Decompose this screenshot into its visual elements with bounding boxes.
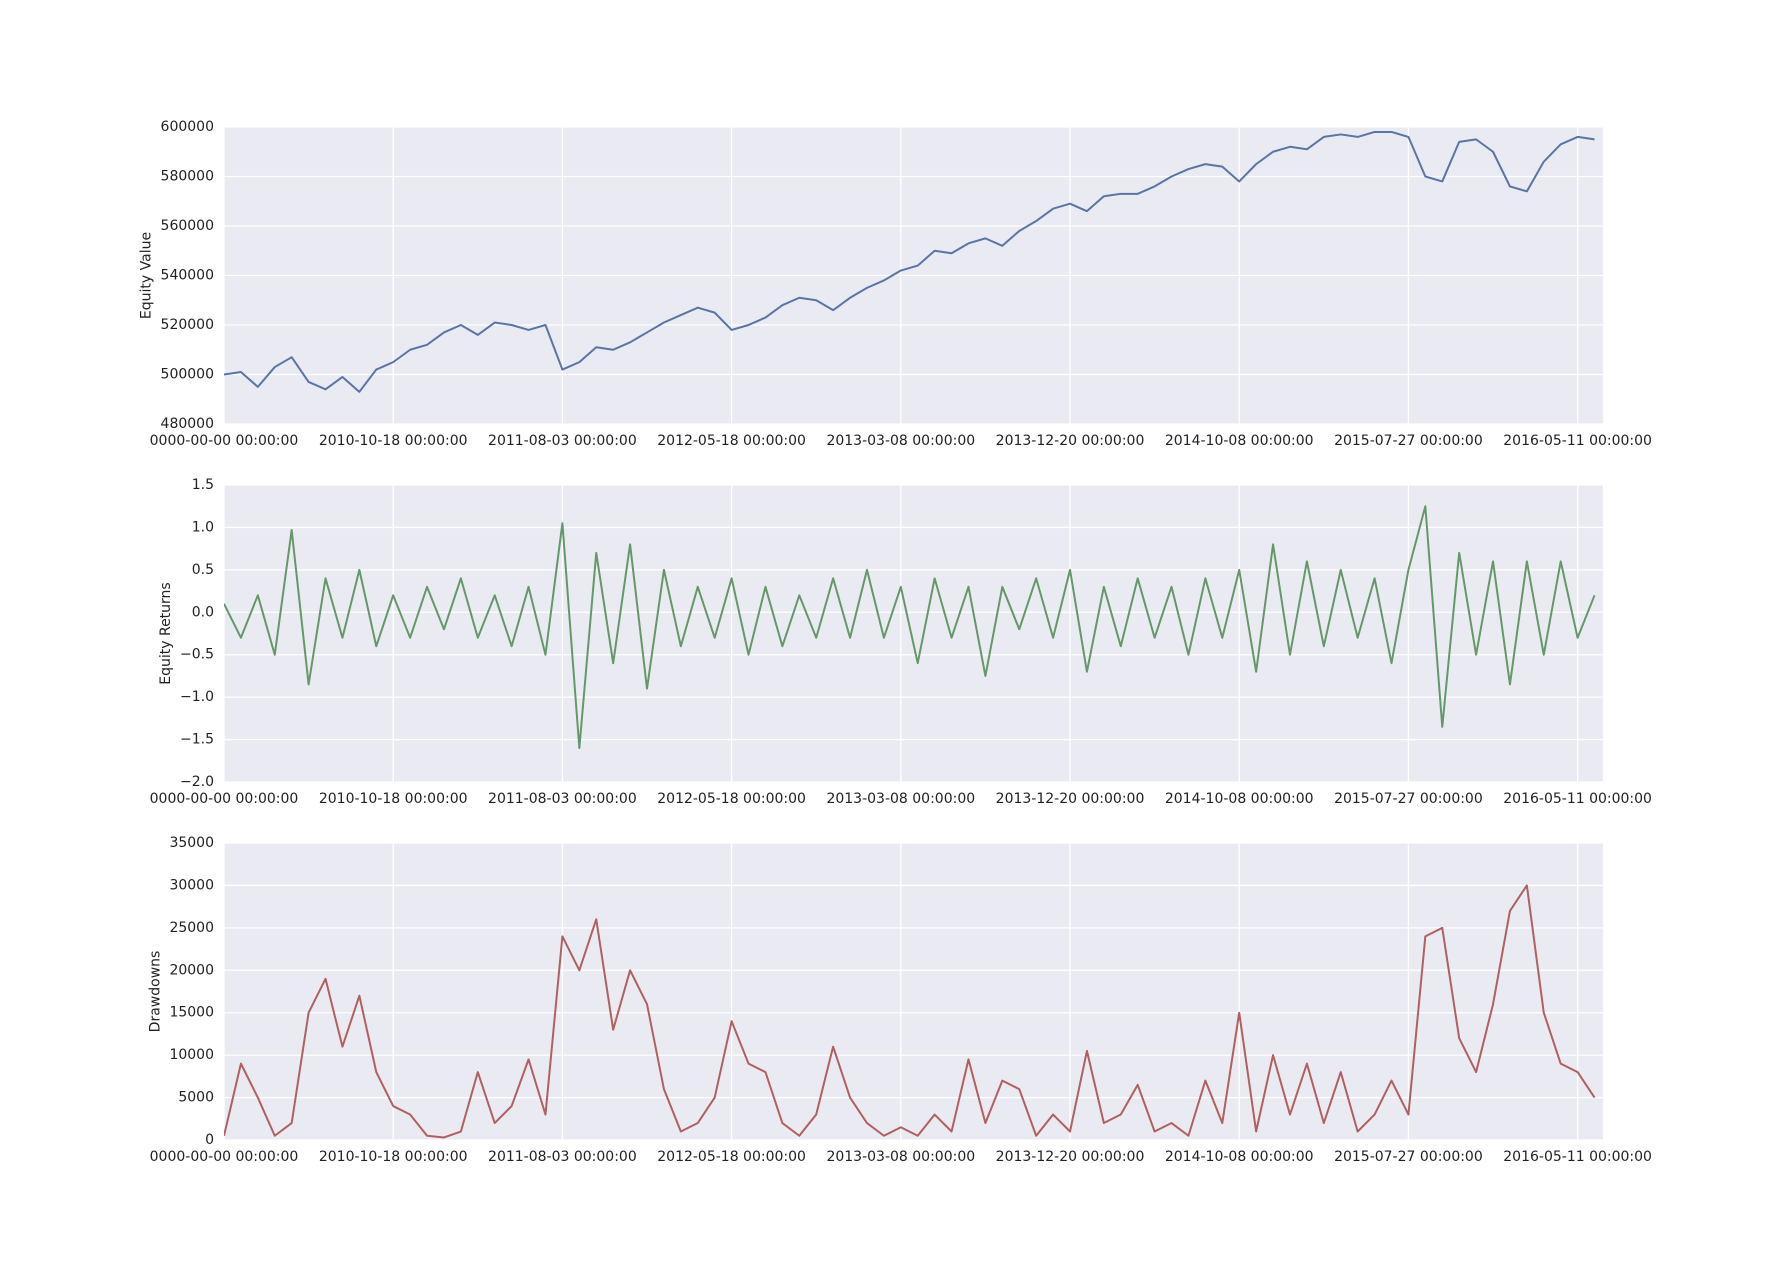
x-tick-label: 2011-08-03 00:00:00: [488, 791, 637, 807]
y-tick-label: −1.0: [180, 689, 214, 705]
x-tick-label: 2010-10-18 00:00:00: [319, 1149, 468, 1165]
y-tick-label: 30000: [169, 877, 214, 893]
x-tick-label: 2013-12-20 00:00:00: [996, 791, 1145, 807]
x-tick-label: 0000-00-00 00:00:00: [150, 791, 299, 807]
y-tick-label: 0.5: [192, 562, 214, 578]
y-axis-label: Equity Returns: [158, 582, 174, 684]
x-tick-label: 2016-05-11 00:00:00: [1503, 433, 1652, 449]
x-tick-label: 2010-10-18 00:00:00: [319, 791, 468, 807]
data-line: [224, 884, 1596, 1139]
x-tick-label: 2012-05-18 00:00:00: [657, 791, 806, 807]
plot-background: [224, 485, 1603, 782]
x-tick-label: 2010-10-18 00:00:00: [319, 433, 468, 449]
x-tick-label: 2015-07-27 00:00:00: [1334, 433, 1483, 449]
x-tick-label: 2014-10-08 00:00:00: [1165, 433, 1314, 449]
x-tick-label: 2013-12-20 00:00:00: [996, 433, 1145, 449]
y-tick-label: −0.5: [180, 647, 214, 663]
x-tick-label: 2014-10-08 00:00:00: [1165, 1149, 1314, 1165]
x-tick-label: 0000-00-00 00:00:00: [150, 1149, 299, 1165]
x-tick-label: 2013-12-20 00:00:00: [996, 1149, 1145, 1165]
x-tick-label: 2013-03-08 00:00:00: [826, 1149, 975, 1165]
y-tick-label: 25000: [169, 920, 214, 936]
x-tick-label: 2014-10-08 00:00:00: [1165, 791, 1314, 807]
x-tick-label: 2011-08-03 00:00:00: [488, 1149, 637, 1165]
y-tick-label: 1.5: [192, 477, 214, 493]
y-tick-label: 600000: [161, 119, 214, 135]
y-tick-label: 35000: [169, 835, 214, 851]
x-tick-label: 2012-05-18 00:00:00: [657, 433, 806, 449]
y-tick-label: 15000: [169, 1005, 214, 1021]
y-tick-label: 560000: [161, 218, 214, 234]
x-tick-label: 2015-07-27 00:00:00: [1334, 791, 1483, 807]
data-line: [224, 505, 1596, 750]
y-tick-label: 520000: [161, 317, 214, 333]
y-tick-label: 500000: [161, 367, 214, 383]
y-tick-label: −1.5: [180, 732, 214, 748]
y-tick-label: 20000: [169, 962, 214, 978]
x-tick-label: 2013-03-08 00:00:00: [826, 433, 975, 449]
x-tick-label: 2016-05-11 00:00:00: [1503, 791, 1652, 807]
y-tick-label: 1.0: [192, 519, 214, 535]
data-line: [224, 130, 1595, 393]
y-tick-label: 5000: [178, 1090, 214, 1106]
y-axis-label: Drawdowns: [147, 951, 163, 1033]
plot-background: [224, 843, 1603, 1140]
x-tick-label: 2012-05-18 00:00:00: [657, 1149, 806, 1165]
y-tick-label: −2.0: [180, 774, 214, 790]
x-tick-label: 2016-05-11 00:00:00: [1503, 1149, 1652, 1165]
y-tick-label: 480000: [161, 416, 214, 432]
y-tick-label: 0.0: [192, 604, 214, 620]
y-tick-label: 10000: [169, 1047, 214, 1063]
x-tick-label: 0000-00-00 00:00:00: [150, 433, 299, 449]
y-axis-label: Equity Value: [139, 232, 155, 319]
x-tick-label: 2011-08-03 00:00:00: [488, 433, 637, 449]
x-tick-label: 2015-07-27 00:00:00: [1334, 1149, 1483, 1165]
y-tick-label: 540000: [161, 268, 214, 284]
x-tick-label: 2013-03-08 00:00:00: [826, 791, 975, 807]
y-tick-label: 0: [205, 1132, 214, 1148]
y-tick-label: 580000: [161, 169, 214, 185]
